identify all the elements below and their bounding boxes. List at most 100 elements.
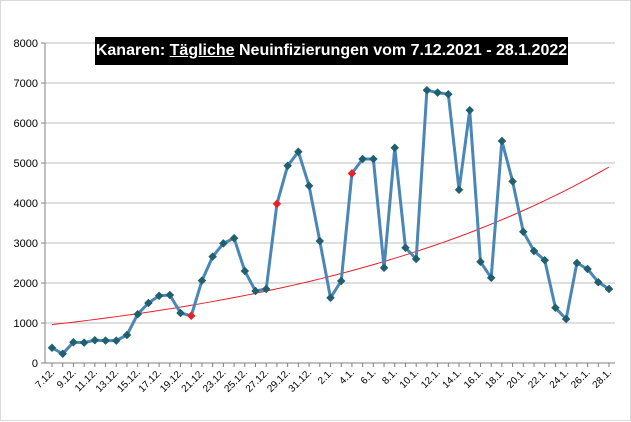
x-tick-label: 16.1. bbox=[462, 367, 486, 391]
y-tick-label: 6000 bbox=[14, 118, 38, 130]
data-point bbox=[251, 286, 260, 296]
data-point bbox=[572, 258, 582, 268]
data-point bbox=[411, 254, 421, 264]
y-tick-label: 4000 bbox=[14, 198, 38, 210]
data-point bbox=[133, 309, 143, 319]
chart-title-suffix: Neuinfizierungen vom 7.12.2021 - 28.1.20… bbox=[234, 42, 568, 59]
data-point bbox=[486, 273, 496, 283]
data-point bbox=[69, 337, 78, 347]
data-point bbox=[229, 233, 239, 243]
marker-layer bbox=[47, 85, 614, 359]
data-point bbox=[379, 263, 389, 273]
x-tick-label: 17.12. bbox=[137, 367, 164, 394]
data-point bbox=[518, 227, 528, 237]
data-point bbox=[176, 308, 185, 318]
data-point bbox=[219, 239, 228, 248]
x-tick-label: 6.1. bbox=[359, 367, 379, 387]
x-tick-label: 27.12. bbox=[244, 367, 271, 394]
data-point bbox=[390, 143, 400, 153]
data-point bbox=[593, 277, 603, 287]
x-tick-label: 21.12. bbox=[180, 367, 207, 394]
data-point bbox=[261, 284, 271, 294]
data-point bbox=[197, 276, 207, 285]
trendline-layer bbox=[51, 166, 610, 326]
y-tick-label: 5000 bbox=[14, 158, 38, 170]
x-tick-label: 15.12. bbox=[115, 367, 142, 394]
data-point bbox=[144, 298, 153, 308]
data-point bbox=[540, 255, 550, 265]
y-tick-label: 1000 bbox=[14, 318, 38, 330]
x-tick-label: 28.1. bbox=[591, 367, 615, 391]
data-point bbox=[122, 330, 132, 340]
x-tick-label: 14.1. bbox=[441, 367, 465, 391]
data-point bbox=[401, 243, 410, 253]
data-point bbox=[58, 349, 68, 359]
data-point bbox=[294, 147, 303, 157]
chart-title-underlined: Tägliche bbox=[169, 42, 235, 59]
data-point bbox=[604, 284, 614, 294]
data-point bbox=[497, 136, 507, 146]
data-point bbox=[433, 88, 442, 97]
data-point bbox=[326, 293, 335, 303]
y-tick-label: 0 bbox=[32, 358, 38, 370]
x-tick-label: 2.1. bbox=[316, 367, 336, 387]
y-tick-labels: 0 1000 2000 3000 4000 5000 6000 7000 8000 bbox=[14, 38, 38, 370]
x-tick-label: 20.1. bbox=[505, 367, 529, 391]
data-point bbox=[315, 236, 325, 246]
grid-lines bbox=[45, 42, 615, 324]
data-point bbox=[443, 89, 453, 99]
x-tick-label: 8.1. bbox=[380, 367, 400, 387]
data-point bbox=[304, 181, 314, 191]
x-tick-labels: 7.12.9.12.11.12.13.12.15.12.17.12.19.12.… bbox=[34, 367, 615, 394]
data-point bbox=[111, 336, 121, 345]
data-point bbox=[508, 177, 517, 186]
chart-title: Kanaren: Tägliche Neuinfizierungen vom 7… bbox=[95, 37, 568, 65]
chart-title-prefix: Kanaren: bbox=[95, 42, 170, 59]
trendline bbox=[51, 166, 610, 326]
x-tick-label: 26.1. bbox=[569, 367, 593, 391]
x-tick-label: 4.1. bbox=[337, 367, 357, 387]
data-point bbox=[358, 154, 367, 164]
data-point bbox=[283, 161, 293, 171]
axes bbox=[41, 42, 615, 367]
data-point-highlight bbox=[272, 199, 282, 209]
y-tick-label: 2000 bbox=[14, 278, 38, 290]
x-tick-label: 19.12. bbox=[158, 367, 185, 394]
data-point bbox=[101, 336, 110, 345]
y-tick-label: 7000 bbox=[14, 78, 38, 90]
data-point bbox=[529, 246, 539, 256]
x-tick-label: 13.12. bbox=[94, 367, 121, 394]
x-tick-label: 7.12. bbox=[34, 367, 58, 391]
x-tick-label: 25.12. bbox=[222, 367, 249, 394]
data-point bbox=[583, 264, 592, 274]
y-tick-label: 3000 bbox=[14, 238, 38, 250]
x-tick-label: 22.1. bbox=[526, 367, 550, 391]
data-point bbox=[422, 85, 432, 95]
data-point bbox=[465, 105, 475, 115]
data-point bbox=[165, 290, 175, 300]
data-point bbox=[561, 314, 571, 324]
x-tick-label: 24.1. bbox=[548, 367, 572, 391]
x-tick-label: 29.12. bbox=[265, 367, 292, 394]
x-tick-label: 18.1. bbox=[483, 367, 507, 391]
data-point-highlight bbox=[347, 169, 357, 178]
x-tick-label: 23.12. bbox=[201, 367, 228, 394]
data-point bbox=[551, 303, 560, 313]
data-point bbox=[79, 338, 89, 347]
data-point bbox=[47, 343, 57, 353]
y-tick-label: 8000 bbox=[14, 38, 38, 50]
data-point bbox=[454, 185, 464, 195]
x-tick-label: 10.1. bbox=[398, 367, 422, 391]
data-point bbox=[336, 276, 346, 286]
x-tick-label: 12.1. bbox=[419, 367, 443, 391]
data-point bbox=[240, 266, 250, 276]
data-point bbox=[208, 252, 218, 261]
data-point bbox=[368, 154, 378, 164]
data-point bbox=[90, 335, 100, 345]
data-point-highlight bbox=[186, 311, 196, 321]
data-point bbox=[154, 291, 164, 301]
data-point bbox=[476, 257, 485, 267]
x-tick-label: 31.12. bbox=[287, 367, 314, 394]
